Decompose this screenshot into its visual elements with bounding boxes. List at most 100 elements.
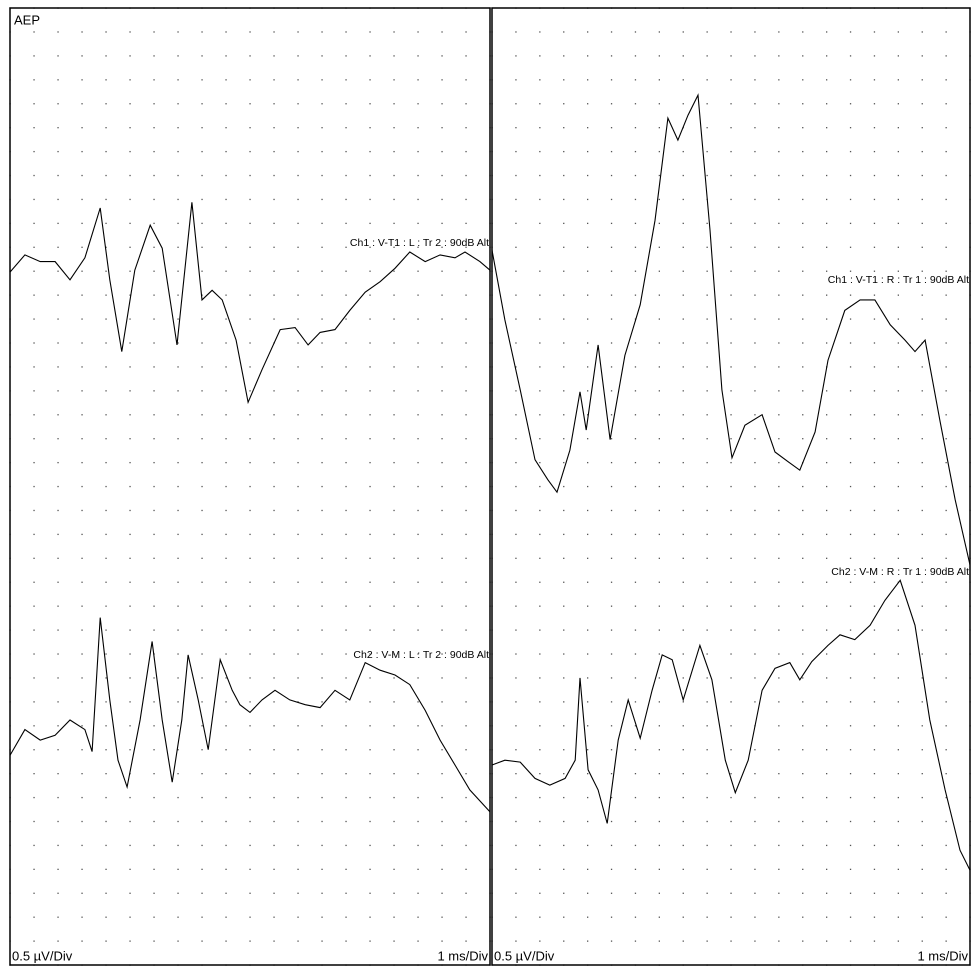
grid-dot — [658, 461, 660, 464]
grid-dot — [249, 773, 251, 775]
grid-dot — [539, 103, 541, 105]
grid-dot — [297, 749, 299, 751]
grid-dot — [33, 79, 35, 81]
grid-dot — [539, 318, 541, 320]
grid-dot — [730, 270, 732, 272]
grid-dot — [945, 127, 947, 129]
grid-dot — [33, 485, 35, 488]
grid-dot — [81, 509, 83, 512]
grid-dot — [105, 318, 107, 320]
grid-dot — [730, 940, 732, 942]
grid-dot — [826, 246, 828, 248]
grid-dot — [897, 127, 899, 129]
grid-dot — [587, 701, 589, 703]
grid-dot — [465, 605, 467, 607]
grid-dot — [57, 366, 59, 368]
grid-dot — [682, 653, 684, 655]
grid-dot — [369, 461, 371, 464]
grid-dot — [153, 916, 155, 918]
grid-dot — [57, 246, 59, 248]
grid-dot — [730, 103, 732, 105]
grid-dot — [321, 79, 323, 81]
grid-dot — [153, 844, 155, 847]
grid-dot — [515, 868, 517, 870]
grid-dot — [297, 79, 299, 81]
grid-dot — [730, 222, 732, 225]
grid-dot — [369, 796, 371, 799]
grid-dot — [634, 557, 637, 559]
grid-dot — [921, 390, 923, 392]
grid-dot — [441, 103, 443, 105]
grid-dot — [345, 557, 347, 559]
grid-dot — [539, 533, 541, 536]
grid-dot — [33, 581, 35, 583]
trace-label: Ch2 : V-M : R : Tr 1 : 90dB Alt — [831, 566, 969, 578]
grid-dot — [610, 270, 613, 272]
grid-dot — [273, 438, 275, 440]
grid-dot — [33, 653, 35, 655]
grid-dot — [57, 581, 59, 583]
grid-dot — [849, 701, 852, 703]
grid-dot — [539, 557, 541, 559]
grid-dot — [945, 701, 947, 703]
grid-dot — [921, 844, 923, 847]
trace-label: Ch1 : V-T1 : L : Tr 2 : 90dB Alt — [350, 237, 489, 249]
grid-dot — [201, 414, 203, 416]
grid-dot — [33, 31, 35, 33]
grid-dot — [441, 653, 443, 655]
grid-dot — [778, 485, 780, 488]
grid-dot — [177, 773, 179, 775]
grid-dot — [682, 246, 684, 248]
grid-dot — [105, 127, 107, 129]
grid-dot — [706, 150, 708, 153]
grid-dot — [921, 485, 923, 488]
grid-dot — [201, 868, 203, 870]
grid-dot — [706, 773, 708, 775]
grid-dot — [921, 533, 923, 536]
grid-dot — [345, 342, 347, 344]
grid-dot — [153, 390, 155, 392]
grid-dot — [81, 31, 83, 33]
grid-dot — [465, 390, 467, 392]
grid-dot — [105, 820, 107, 823]
grid-dot — [33, 246, 35, 248]
grid-dot — [610, 55, 613, 57]
grid-dot — [658, 557, 660, 559]
grid-dot — [658, 127, 660, 129]
grid-dot — [465, 773, 467, 775]
grid-dot — [945, 461, 947, 464]
grid-dot — [539, 198, 541, 201]
grid-dot — [129, 485, 131, 488]
grid-dot — [849, 270, 852, 272]
grid-dot — [849, 31, 852, 33]
grid-dot — [441, 940, 443, 942]
grid-dot — [610, 892, 613, 894]
grid-dot — [33, 629, 35, 631]
grid-dot — [441, 581, 443, 583]
grid-dot — [465, 198, 467, 201]
grid-dot — [225, 653, 227, 655]
grid-dot — [177, 844, 179, 847]
grid-dot — [730, 581, 732, 583]
grid-dot — [177, 366, 179, 368]
grid-dot — [33, 749, 35, 751]
grid-dot — [57, 31, 59, 33]
grid-dot — [177, 701, 179, 703]
grid-dot — [706, 796, 708, 799]
grid-dot — [273, 868, 275, 870]
grid-dot — [610, 174, 613, 177]
grid-dot — [515, 940, 517, 942]
grid-dot — [610, 533, 613, 536]
grid-dot — [177, 796, 179, 799]
grid-dot — [587, 318, 589, 320]
grid-dot — [873, 31, 876, 33]
grid-dot — [249, 342, 251, 344]
grid-dot — [945, 916, 947, 918]
grid-dot — [201, 940, 203, 942]
grid-dot — [754, 485, 756, 488]
grid-dot — [539, 868, 541, 870]
grid-dot — [129, 892, 131, 894]
grid-dot — [297, 461, 299, 464]
grid-dot — [417, 605, 419, 607]
grid-dot — [129, 868, 131, 870]
